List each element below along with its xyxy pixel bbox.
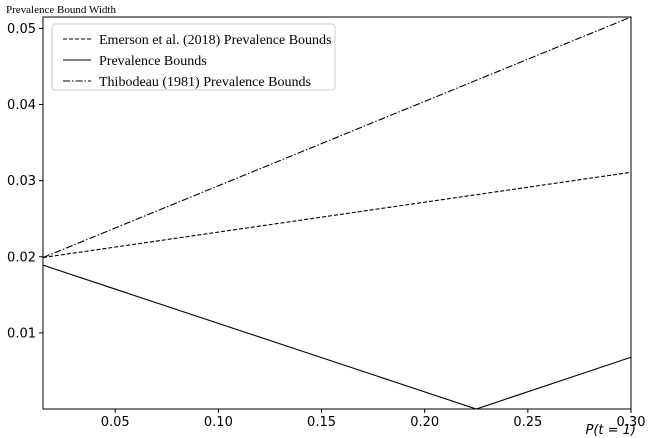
legend-label-0: Emerson et al. (2018) Prevalence Bounds xyxy=(99,33,332,48)
y-tick-label: 0.03 xyxy=(7,174,36,189)
legend: Emerson et al. (2018) Prevalence Bounds P… xyxy=(51,23,336,91)
y-tick-label: 0.01 xyxy=(7,326,36,341)
series-line-0 xyxy=(42,171,632,259)
x-tick-label: 0.30 xyxy=(617,415,646,430)
legend-box xyxy=(51,23,336,91)
series-layer xyxy=(42,16,632,410)
legend-label-1: Prevalence Bounds xyxy=(99,54,207,69)
x-tick-label: 0.20 xyxy=(410,415,439,430)
x-tick-label: 0.05 xyxy=(101,415,130,430)
y-tick-label: 0.02 xyxy=(7,250,36,265)
legend-label-2: Thibodeau (1981) Prevalence Bounds xyxy=(99,75,311,90)
x-tick-label: 0.25 xyxy=(513,415,542,430)
x-axis-label: P(t = 1) xyxy=(585,423,636,438)
x-axis-ticks: 0.05 0.10 0.15 0.20 0.25 0.30 xyxy=(101,409,646,430)
y-axis-ticks: 0.01 0.02 0.03 0.04 0.05 xyxy=(7,22,43,341)
x-tick-label: 0.10 xyxy=(204,415,233,430)
y-tick-label: 0.04 xyxy=(7,98,36,113)
y-tick-label: 0.05 xyxy=(7,22,36,37)
series-line-1 xyxy=(42,264,632,410)
series-line-2 xyxy=(42,16,632,259)
y-axis-label: Prevalence Bound Width xyxy=(6,4,116,16)
x-tick-label: 0.15 xyxy=(307,415,336,430)
plot-frame xyxy=(42,16,632,410)
